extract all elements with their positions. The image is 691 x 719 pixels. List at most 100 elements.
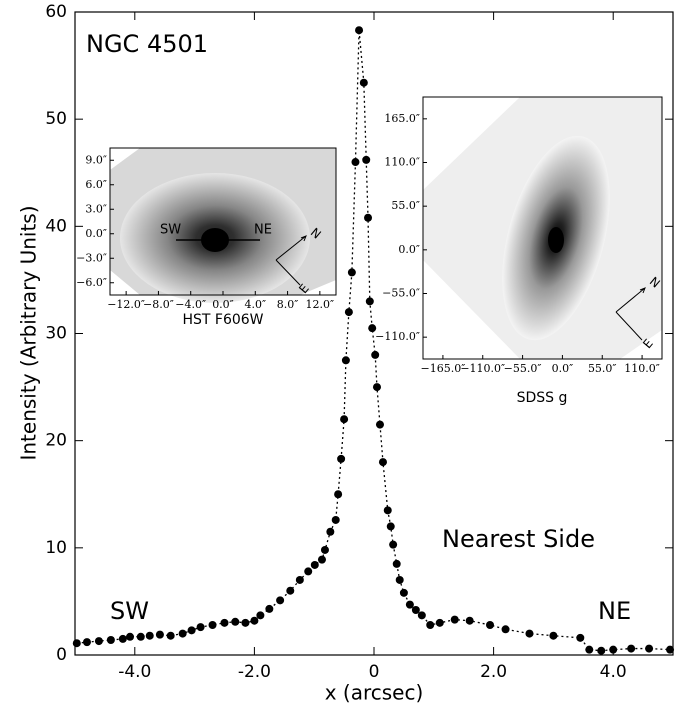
annotation: SW: [110, 597, 149, 625]
data-point: [359, 78, 368, 87]
inset-hst: SW NE N E HST F606W: [109, 147, 337, 328]
annotation: NGC 4501: [86, 30, 208, 58]
inset-y-tick-label: −110.0″: [375, 330, 420, 343]
data-point: [334, 490, 343, 499]
data-point: [576, 633, 585, 642]
inset-x-tick-label: −55.0″: [504, 362, 542, 375]
x-tick-label: 4.0: [600, 662, 627, 682]
data-point: [320, 545, 329, 554]
data-point: [386, 522, 395, 531]
data-point: [317, 555, 326, 564]
data-point: [340, 415, 349, 424]
data-point: [337, 454, 346, 463]
data-point: [389, 540, 398, 549]
inset-title: HST F606W: [182, 312, 263, 328]
compass: [615, 287, 646, 341]
inset-y-tick-label: 55.0″: [391, 199, 420, 212]
inset-y-tick-label: 0.0″: [85, 227, 107, 240]
data-point: [341, 356, 350, 365]
inset-x-tick-label: 8.0″: [277, 298, 299, 311]
inset-x-tick-label: 110.0″: [624, 362, 660, 375]
data-point: [392, 559, 401, 568]
data-point: [362, 155, 371, 164]
annotation: NE: [598, 597, 631, 625]
inset-label: NE: [254, 223, 272, 238]
data-point: [371, 350, 380, 359]
data-point: [364, 213, 373, 222]
y-tick-label: 40: [45, 216, 67, 236]
data-point: [326, 527, 335, 536]
data-point: [365, 297, 374, 306]
data-point: [351, 158, 360, 167]
x-tick-label: 2.0: [480, 662, 507, 682]
data-point: [126, 632, 135, 641]
data-point: [145, 631, 154, 640]
data-point: [525, 629, 534, 638]
data-point: [256, 611, 265, 620]
data-point: [347, 268, 356, 277]
data-point: [375, 420, 384, 429]
inset-y-tick-label: −3.0″: [76, 251, 107, 264]
inset-x-tick-label: 4.0″: [244, 298, 266, 311]
series-line: [76, 30, 671, 652]
data-point: [426, 620, 435, 629]
y-tick-label: 60: [45, 2, 67, 22]
data-point: [220, 618, 229, 627]
data-point: [344, 308, 353, 317]
data-point: [286, 586, 295, 595]
x-tick-label: -2.0: [238, 662, 271, 682]
inset-x-tick-label: 55.0″: [588, 362, 617, 375]
data-point: [645, 644, 654, 653]
y-tick-label: 30: [45, 324, 67, 344]
data-point: [486, 620, 495, 629]
y-tick-label: 50: [45, 109, 67, 129]
annotation: Nearest Side: [442, 525, 595, 553]
data-point: [627, 644, 636, 653]
data-point: [368, 324, 377, 333]
inset-y-tick-label: 6.0″: [85, 178, 107, 191]
data-point: [378, 458, 387, 467]
data-point: [241, 618, 250, 627]
data-point: [304, 567, 313, 576]
data-point: [155, 630, 164, 639]
inset-y-tick-label: 0.0″: [398, 243, 420, 256]
data-point: [231, 617, 240, 626]
data-point: [118, 634, 127, 643]
data-point: [82, 638, 91, 647]
y-tick-label: 20: [45, 431, 67, 451]
x-tick-label: -4.0: [118, 662, 151, 682]
inset-y-tick-label: −55.0″: [382, 287, 420, 300]
inset-x-tick-label: −8.0″: [143, 298, 174, 311]
inset-x-tick-label: 12.0″: [306, 298, 335, 311]
data-point: [295, 575, 304, 584]
data-point: [417, 611, 426, 620]
data-point: [405, 600, 414, 609]
inset-x-tick-label: 0.0″: [212, 298, 234, 311]
inset-title: SDSS g: [517, 390, 568, 406]
data-point: [399, 588, 408, 597]
inset-x-tick-label: −165.0″: [421, 362, 466, 375]
y-tick-label: 0: [56, 645, 67, 665]
data-point: [196, 623, 205, 632]
inset-y-tick-label: 3.0″: [85, 202, 107, 215]
data-point: [94, 637, 103, 646]
data-point: [208, 620, 217, 629]
inset-label: SW: [160, 223, 181, 238]
compass: [275, 235, 307, 286]
data-point: [666, 645, 675, 654]
inset-x-tick-label: 0.0″: [552, 362, 574, 375]
inset-image: [548, 227, 564, 253]
inset-x-tick-label: −4.0″: [175, 298, 206, 311]
data-point: [310, 560, 319, 569]
data-point: [585, 645, 594, 654]
data-point: [265, 604, 274, 613]
data-point: [549, 631, 558, 640]
data-point: [106, 635, 115, 644]
x-axis-label: x (arcsec): [325, 681, 424, 705]
data-point: [450, 615, 459, 624]
data-point: [187, 626, 196, 635]
inset-y-tick-label: 110.0″: [384, 156, 420, 169]
y-tick-label: 10: [45, 538, 67, 558]
y-axis-label: Intensity (Arbitrary Units): [17, 205, 41, 460]
